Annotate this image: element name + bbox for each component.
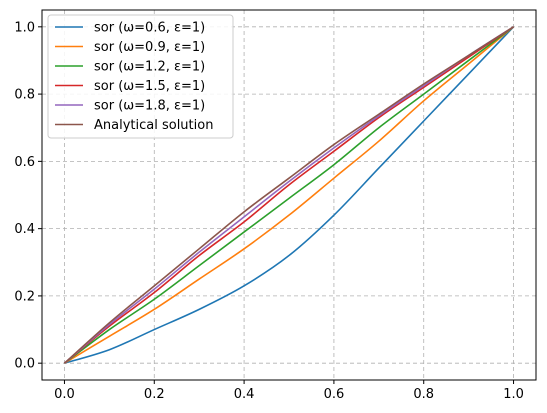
x-axis: 0.0 0.2 0.4 0.6 0.8 1.0 (54, 380, 524, 402)
series-line-0 (64, 26, 515, 364)
series-line-1 (64, 26, 515, 364)
y-tick-label: 0.6 (14, 155, 35, 170)
x-tick-label: 0.2 (144, 387, 165, 402)
legend: sor (ω=0.6, ε=1) sor (ω=0.9, ε=1) sor (ω=1… (47, 14, 234, 139)
legend-entry-label: sor (ω=1.2, ε=1) (94, 60, 205, 75)
legend-entry-label: sor (ω=1.8, ε=1) (94, 99, 205, 114)
y-tick-label: 0.8 (14, 88, 35, 103)
plot-frame (41, 9, 537, 381)
grid-lines (42, 10, 536, 380)
x-tick-label: 0.6 (324, 387, 345, 402)
legend-entry-label: Analytical solution (94, 118, 213, 133)
legend-entry-label: sor (ω=0.9, ε=1) (94, 40, 205, 55)
x-tick-label: 0.0 (54, 387, 75, 402)
legend-entry-label: sor (ω=0.6, ε=1) (94, 21, 205, 36)
y-tick-label: 0.0 (14, 357, 35, 372)
series-lines (63, 26, 515, 364)
series-line-4 (63, 26, 514, 364)
y-tick-label: 0.2 (14, 289, 35, 304)
y-tick-label: 0.4 (14, 222, 35, 237)
y-axis: 0.0 0.2 0.4 0.6 0.8 1.0 (14, 20, 42, 372)
series-line-3 (63, 26, 514, 364)
x-tick-label: 0.4 (234, 387, 255, 402)
x-tick-label: 1.0 (503, 387, 524, 402)
series-line-5 (63, 26, 514, 364)
y-tick-label: 1.0 (14, 20, 35, 35)
legend-box (47, 14, 234, 139)
x-tick-label: 0.8 (413, 387, 434, 402)
series-line-2 (63, 26, 515, 364)
legend-entry-label: sor (ω=1.5, ε=1) (94, 79, 205, 94)
